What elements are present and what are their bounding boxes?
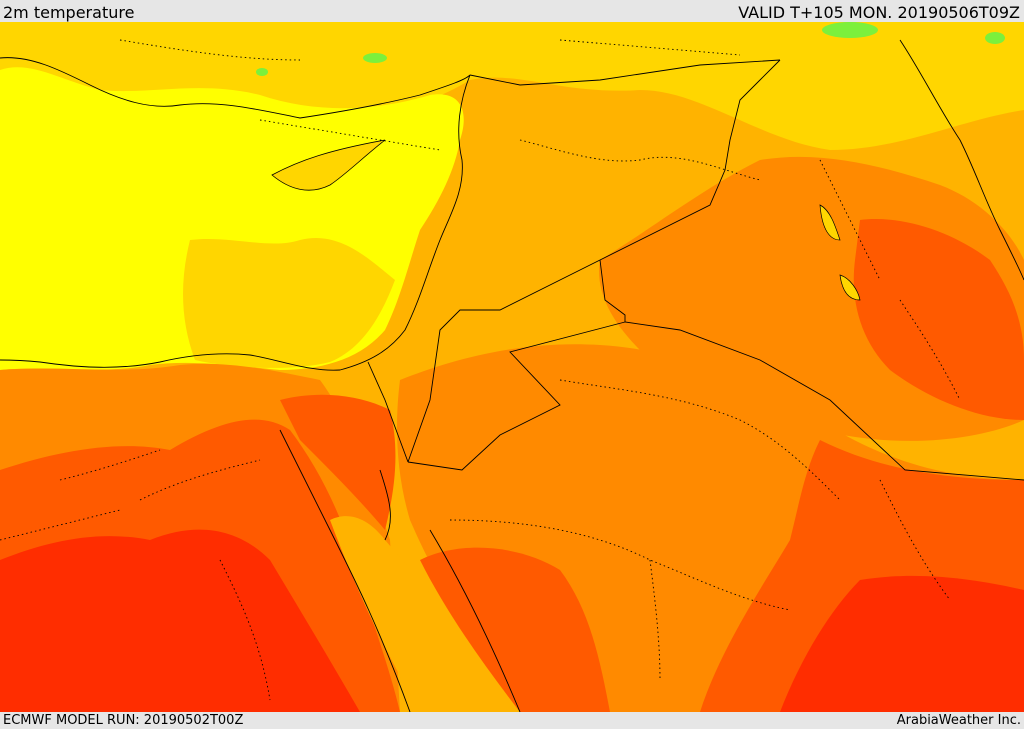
egypt-deep-red [0, 529, 360, 712]
north-light-orange-band [0, 22, 1024, 150]
credit: ArabiaWeather Inc. [896, 713, 1021, 728]
levant-light-orange [183, 238, 395, 368]
arabia-deep-red-se [780, 575, 1024, 712]
mesopotamia-red [853, 219, 1024, 420]
sinai-red [280, 394, 396, 530]
cool-spot-2 [985, 32, 1005, 44]
province-borders [0, 39, 961, 701]
map-header: 2m temperature VALID T+105 MON. 20190506… [0, 0, 1024, 22]
country-borders [367, 59, 1024, 481]
cool-spot-1 [822, 22, 878, 38]
lake-2 [839, 274, 861, 301]
red-sea [330, 516, 520, 712]
cool-spot-3 [363, 53, 387, 63]
map-title: 2m temperature [3, 3, 135, 22]
lake-1 [819, 204, 841, 241]
arabia-red-west [420, 547, 610, 712]
valid-time: VALID T+105 MON. 20190506T09Z [738, 3, 1020, 22]
cyprus [271, 139, 386, 191]
cool-spot-4 [256, 68, 268, 76]
coastlines [0, 39, 1024, 712]
map-canvas [0, 22, 1024, 712]
model-run: ECMWF MODEL RUN: 20190502T00Z [3, 713, 244, 728]
temperature-map[interactable] [0, 22, 1024, 712]
map-footer: ECMWF MODEL RUN: 20190502T00Z ArabiaWeat… [0, 712, 1024, 729]
